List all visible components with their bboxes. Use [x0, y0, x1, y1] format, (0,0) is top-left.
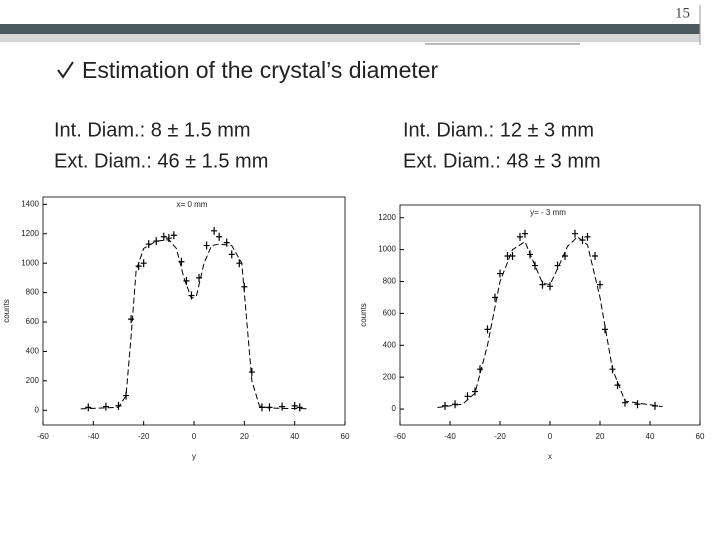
plot-frame — [42, 196, 346, 426]
data-point — [597, 280, 603, 289]
y-tick-label: 800 — [26, 288, 40, 297]
data-point — [497, 269, 503, 278]
x-tick-label: -40 — [444, 432, 456, 441]
fit-curve — [437, 236, 663, 408]
data-point — [584, 232, 591, 241]
body-text: Ext. Diam.: 48 ± 3 mm — [403, 150, 601, 172]
body-text: Int. Diam.: 8 ± 1.5 mm — [54, 119, 251, 141]
y-tick-label: 0 — [35, 405, 40, 414]
data-point — [165, 234, 172, 243]
annotation: x= 0 mm — [177, 200, 208, 209]
data-point — [140, 259, 147, 268]
x-axis-label: y — [192, 452, 196, 461]
x-tick-label: 0 — [548, 432, 553, 441]
body-text: Int. Diam.: 12 ± 3 mm — [403, 119, 594, 141]
y-tick-label: 200 — [26, 376, 40, 385]
data-point — [532, 261, 538, 270]
x-tick-label: 20 — [240, 432, 249, 441]
data-point — [115, 401, 122, 410]
y-tick-label: 0 — [392, 404, 397, 413]
data-point — [539, 280, 546, 289]
top-band-light — [0, 34, 700, 42]
x-tick-label: -20 — [494, 432, 506, 441]
top-band — [0, 24, 700, 34]
x-tick-label: 60 — [341, 432, 350, 441]
body-text: Ext. Diam.: 46 ± 1.5 mm — [54, 150, 268, 172]
data-point — [477, 365, 483, 374]
data-point — [452, 400, 458, 409]
x-tick-label: 60 — [696, 432, 705, 441]
data-point — [228, 250, 235, 259]
y-tick-label: 1200 — [21, 229, 39, 238]
y-tick-label: 400 — [383, 340, 397, 349]
annotation: y= - 3 mm — [530, 208, 566, 217]
x-tick-label: 0 — [192, 432, 197, 441]
data-point — [547, 282, 553, 291]
data-point — [296, 403, 303, 412]
y-tick-label: 1000 — [378, 245, 396, 254]
data-point — [128, 315, 135, 324]
x-tick-label: 20 — [596, 432, 605, 441]
y-axis-label: counts — [2, 299, 11, 323]
x-tick-label: 40 — [646, 432, 655, 441]
page-number: 15 — [675, 5, 690, 21]
y-axis-label: counts — [359, 303, 368, 327]
x-axis-label: x — [548, 452, 552, 461]
y-tick-label: 1400 — [21, 199, 39, 208]
data-point — [279, 402, 286, 411]
data-point — [85, 403, 92, 412]
fit-curve — [80, 239, 308, 410]
data-point — [160, 232, 167, 241]
data-point — [522, 229, 528, 238]
x-tick-label: -60 — [37, 432, 49, 441]
y-tick-label: 200 — [383, 372, 397, 381]
data-point — [614, 381, 621, 390]
y-tick-label: 1200 — [378, 213, 396, 222]
data-point — [592, 252, 598, 261]
data-point — [102, 402, 109, 411]
data-point — [216, 232, 223, 241]
heading: Estimation of the crystal’s diameter — [82, 57, 439, 83]
data-point — [170, 231, 177, 240]
x-tick-label: -40 — [88, 432, 100, 441]
x-tick-label: -20 — [138, 432, 150, 441]
data-point — [572, 229, 578, 238]
data-point — [484, 325, 491, 334]
data-point — [464, 392, 471, 401]
data-point — [258, 403, 265, 412]
data-point — [517, 232, 523, 241]
y-tick-label: 400 — [26, 347, 40, 356]
data-point — [211, 226, 218, 235]
x-tick-label: -60 — [394, 432, 406, 441]
data-point — [248, 368, 255, 377]
y-tick-label: 600 — [26, 317, 40, 326]
y-tick-label: 1000 — [21, 258, 39, 267]
data-point — [579, 236, 586, 245]
data-point — [634, 400, 641, 409]
data-point — [472, 387, 478, 396]
data-point — [554, 261, 561, 270]
check-icon — [57, 61, 74, 79]
y-tick-label: 600 — [383, 309, 397, 318]
y-tick-label: 800 — [383, 277, 397, 286]
plot-frame — [399, 204, 701, 426]
x-tick-label: 40 — [290, 432, 299, 441]
data-point — [203, 241, 210, 250]
